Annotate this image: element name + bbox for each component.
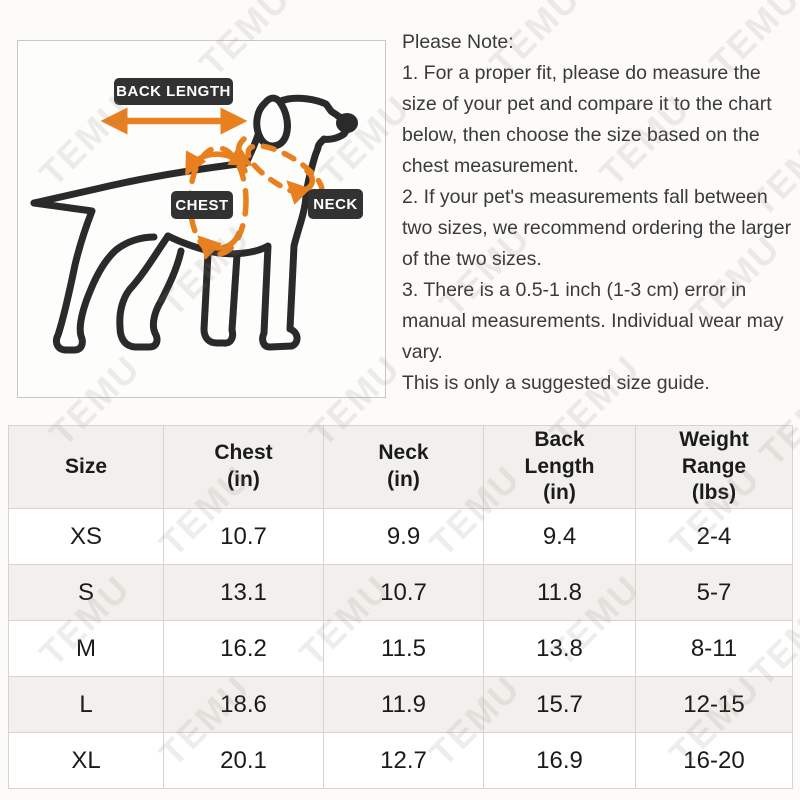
cell-neck: 9.9 — [323, 508, 484, 565]
cell-size: M — [8, 620, 164, 677]
cell-chest: 18.6 — [163, 676, 324, 733]
neck-label: NECK — [308, 189, 363, 219]
cell-weight: 8-11 — [635, 620, 793, 677]
note-line-4: This is only a suggested size guide. — [402, 372, 710, 394]
cell-neck: 11.5 — [323, 620, 484, 677]
header-size: Size — [8, 425, 164, 509]
note-line-3: 3. There is a 0.5-1 inch (1-3 cm) error … — [402, 279, 784, 363]
cell-back: 16.9 — [483, 732, 636, 789]
header-weight: Weight Range (lbs) — [635, 425, 793, 509]
cell-chest: 16.2 — [163, 620, 324, 677]
cell-weight: 2-4 — [635, 508, 793, 565]
cell-back: 13.8 — [483, 620, 636, 677]
cell-neck: 10.7 — [323, 564, 484, 621]
table-row-s: S 13.1 10.7 11.8 5-7 — [8, 564, 793, 621]
cell-neck: 11.9 — [323, 676, 484, 733]
cell-size: L — [8, 676, 164, 733]
cell-chest: 10.7 — [163, 508, 324, 565]
cell-neck: 12.7 — [323, 732, 484, 789]
cell-back: 11.8 — [483, 564, 636, 621]
dog-illustration — [30, 94, 358, 354]
cell-size: XL — [8, 732, 164, 789]
neck-arrow-right — [286, 168, 315, 205]
cell-chest: 20.1 — [163, 732, 324, 789]
neck-arrow-left — [227, 136, 254, 166]
cell-weight: 16-20 — [635, 732, 793, 789]
back-length-label: BACK LENGTH — [114, 78, 233, 105]
note-title: Please Note: — [402, 31, 514, 53]
table-row-xl: XL 20.1 12.7 16.9 16-20 — [8, 732, 793, 789]
table-row-xs: XS 10.7 9.9 9.4 2-4 — [8, 508, 793, 565]
cell-size: S — [8, 564, 164, 621]
dog-nose — [336, 113, 358, 133]
table-row-l: L 18.6 11.9 15.7 12-15 — [8, 676, 793, 733]
cell-weight: 12-15 — [635, 676, 793, 733]
size-table-header-row: Size Chest (in) Neck (in) Back Length (i… — [8, 425, 793, 509]
header-chest: Chest (in) — [163, 425, 324, 509]
cell-back: 15.7 — [483, 676, 636, 733]
cell-weight: 5-7 — [635, 564, 793, 621]
chest-label: CHEST — [171, 191, 233, 219]
dog-outline — [30, 94, 350, 354]
note-line-1: 1. For a proper fit, please do measure t… — [402, 62, 772, 177]
table-row-m: M 16.2 11.5 13.8 8-11 — [8, 620, 793, 677]
chest-arrow-bottom — [197, 230, 242, 260]
cell-back: 9.4 — [483, 508, 636, 565]
note-section: Please Note: 1. For a proper fit, please… — [402, 27, 794, 399]
header-neck: Neck (in) — [323, 425, 484, 509]
size-table: Size Chest (in) Neck (in) Back Length (i… — [8, 425, 793, 789]
cell-size: XS — [8, 508, 164, 565]
header-back-length: Back Length (in) — [483, 425, 636, 509]
dog-measurement-diagram: BACK LENGTH CHEST NECK — [17, 40, 386, 398]
note-line-2: 2. If your pet's measurements fall betwe… — [402, 186, 792, 270]
cell-chest: 13.1 — [163, 564, 324, 621]
